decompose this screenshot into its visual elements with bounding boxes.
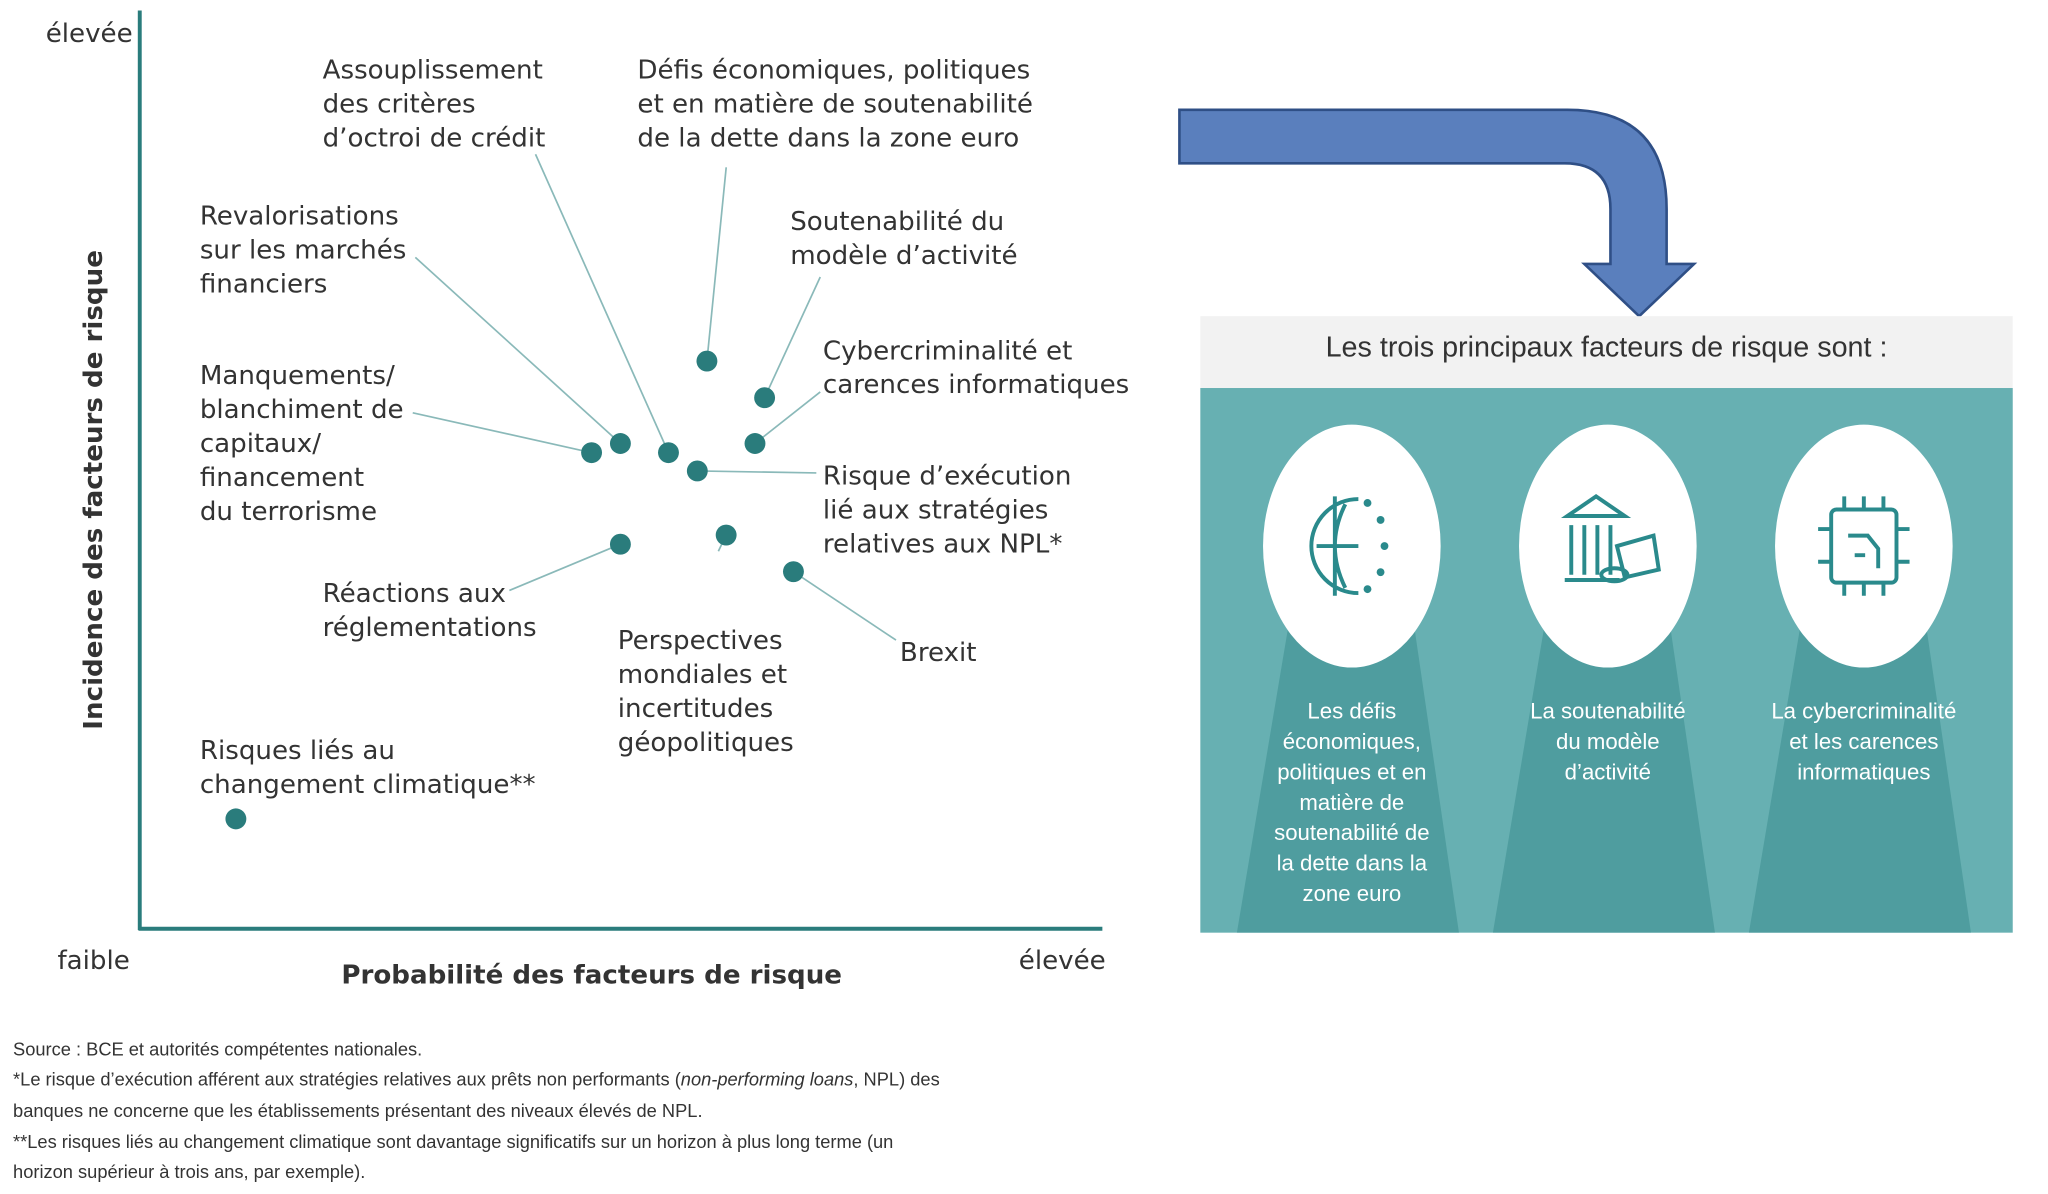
point-label: Cybercriminalité et: [823, 336, 1072, 366]
leader-line: [412, 412, 592, 454]
point: [715, 524, 737, 546]
icon: [1376, 568, 1385, 577]
beam: [1236, 574, 1459, 933]
item-text: d’activité: [1565, 759, 1651, 784]
point-label: Manquements/: [200, 361, 395, 391]
leader-line: [706, 167, 728, 362]
x-high-label: élevée: [1019, 946, 1106, 976]
point-label: Brexit: [900, 638, 977, 668]
item-text: La cybercriminalité: [1771, 698, 1956, 723]
item-text: économiques,: [1283, 729, 1421, 754]
leader-line: [697, 470, 817, 474]
icon: [1309, 496, 1359, 596]
icon: [1818, 496, 1910, 596]
point-label: lié aux stratégies: [823, 496, 1049, 526]
point-label: Revalorisations: [200, 202, 399, 232]
point-label: Défis économiques, politiques: [637, 55, 1030, 85]
icon: [1560, 494, 1661, 582]
panel-items: Les défis économiques, politiques et en mat…: [1236, 424, 1971, 933]
point: [782, 561, 804, 583]
note-text: *Le risque d’exécution afférent aux stra…: [13, 1068, 681, 1089]
item-text: soutenabilité de: [1274, 820, 1429, 845]
item-text: Les défis: [1307, 698, 1396, 723]
point-label: incertitudes: [618, 694, 773, 724]
point-label: du terrorisme: [200, 497, 377, 527]
y-high-label: élevée: [46, 19, 133, 49]
point-label: géopolitiques: [618, 728, 794, 758]
point-label: financiers: [200, 270, 328, 300]
point-label: Assouplissement: [323, 55, 543, 85]
point-label: et en matière de soutenabilité: [637, 89, 1033, 119]
item-text: politiques et en: [1277, 759, 1426, 784]
item-text: matière de: [1299, 790, 1404, 815]
point: [754, 387, 776, 409]
item-text: informatiques: [1797, 759, 1930, 784]
leader-line: [763, 276, 822, 399]
point: [686, 460, 708, 482]
note: banques ne concerne que les établissemen…: [13, 1100, 702, 1121]
note: horizon supérieur à trois ans, par exemp…: [13, 1161, 365, 1182]
point: [609, 433, 631, 454]
panel-title: Les trois principaux facteurs de risque …: [1326, 332, 1888, 364]
x-low-label: faible: [57, 946, 129, 976]
point-label: Réactions aux: [323, 579, 506, 609]
icon: [1363, 585, 1372, 594]
icon-circle: [1775, 424, 1953, 668]
note: *Le risque d’exécution afférent aux stra…: [13, 1068, 940, 1089]
x-axis-title: Probabilité des facteurs de risque: [341, 961, 842, 991]
point: [696, 350, 718, 372]
point-label: mondiales et: [618, 660, 787, 690]
point: [225, 808, 247, 830]
point-label: réglementations: [323, 613, 537, 643]
point-label: carences informatiques: [823, 370, 1129, 400]
item-text: et les carences: [1789, 729, 1938, 754]
item-text: du modèle: [1556, 729, 1660, 754]
point: [744, 433, 766, 454]
note-text: non-performing loans: [681, 1068, 854, 1089]
point: [609, 533, 631, 555]
icon: [1363, 499, 1372, 507]
point-label: financement: [200, 463, 364, 493]
icon: [1376, 516, 1385, 524]
leader-line: [509, 543, 621, 592]
panel-header: [1200, 316, 2013, 390]
icon: [1380, 542, 1389, 550]
point-label: Soutenabilité du: [790, 207, 1004, 237]
point-label: Perspectives: [618, 626, 783, 656]
leader-line: [792, 570, 897, 641]
point: [581, 442, 603, 464]
item-text: La soutenabilité: [1530, 698, 1685, 723]
point: [658, 442, 679, 464]
point-label: relatives aux NPL*: [823, 530, 1063, 560]
point-label: d’octroi de crédit: [323, 123, 546, 153]
note-text: , NPL) des: [853, 1068, 939, 1089]
point-label: changement climatique**: [200, 770, 536, 800]
point-label: des critères: [323, 89, 476, 119]
y-axis-title: Incidence des facteurs de risque: [79, 250, 109, 730]
point-label: modèle d’activité: [790, 241, 1017, 271]
plot: Assouplissement des critères d’octroi de c…: [200, 55, 1129, 830]
item-text: la dette dans la: [1277, 851, 1428, 876]
point-label: blanchiment de: [200, 395, 404, 425]
point-label: capitaux/: [200, 429, 321, 459]
note: **Les risques liés au changement climati…: [13, 1131, 893, 1152]
point-label: de la dette dans la zone euro: [637, 123, 1019, 153]
leader-line: [534, 153, 670, 453]
arrow: [1178, 108, 1698, 318]
beam: [1492, 574, 1715, 933]
leader-line: [754, 391, 821, 445]
icon-circle: [1519, 424, 1697, 668]
point-label: Risques liés au: [200, 736, 395, 766]
point-label: sur les marchés: [200, 236, 407, 266]
item-text: zone euro: [1302, 881, 1401, 906]
leader-line: [414, 256, 621, 445]
icon: [1599, 566, 1630, 584]
source: Source : BCE et autorités compétentes na…: [13, 1038, 422, 1059]
point-label: Risque d’exécution: [823, 462, 1072, 492]
beam: [1748, 574, 1971, 933]
